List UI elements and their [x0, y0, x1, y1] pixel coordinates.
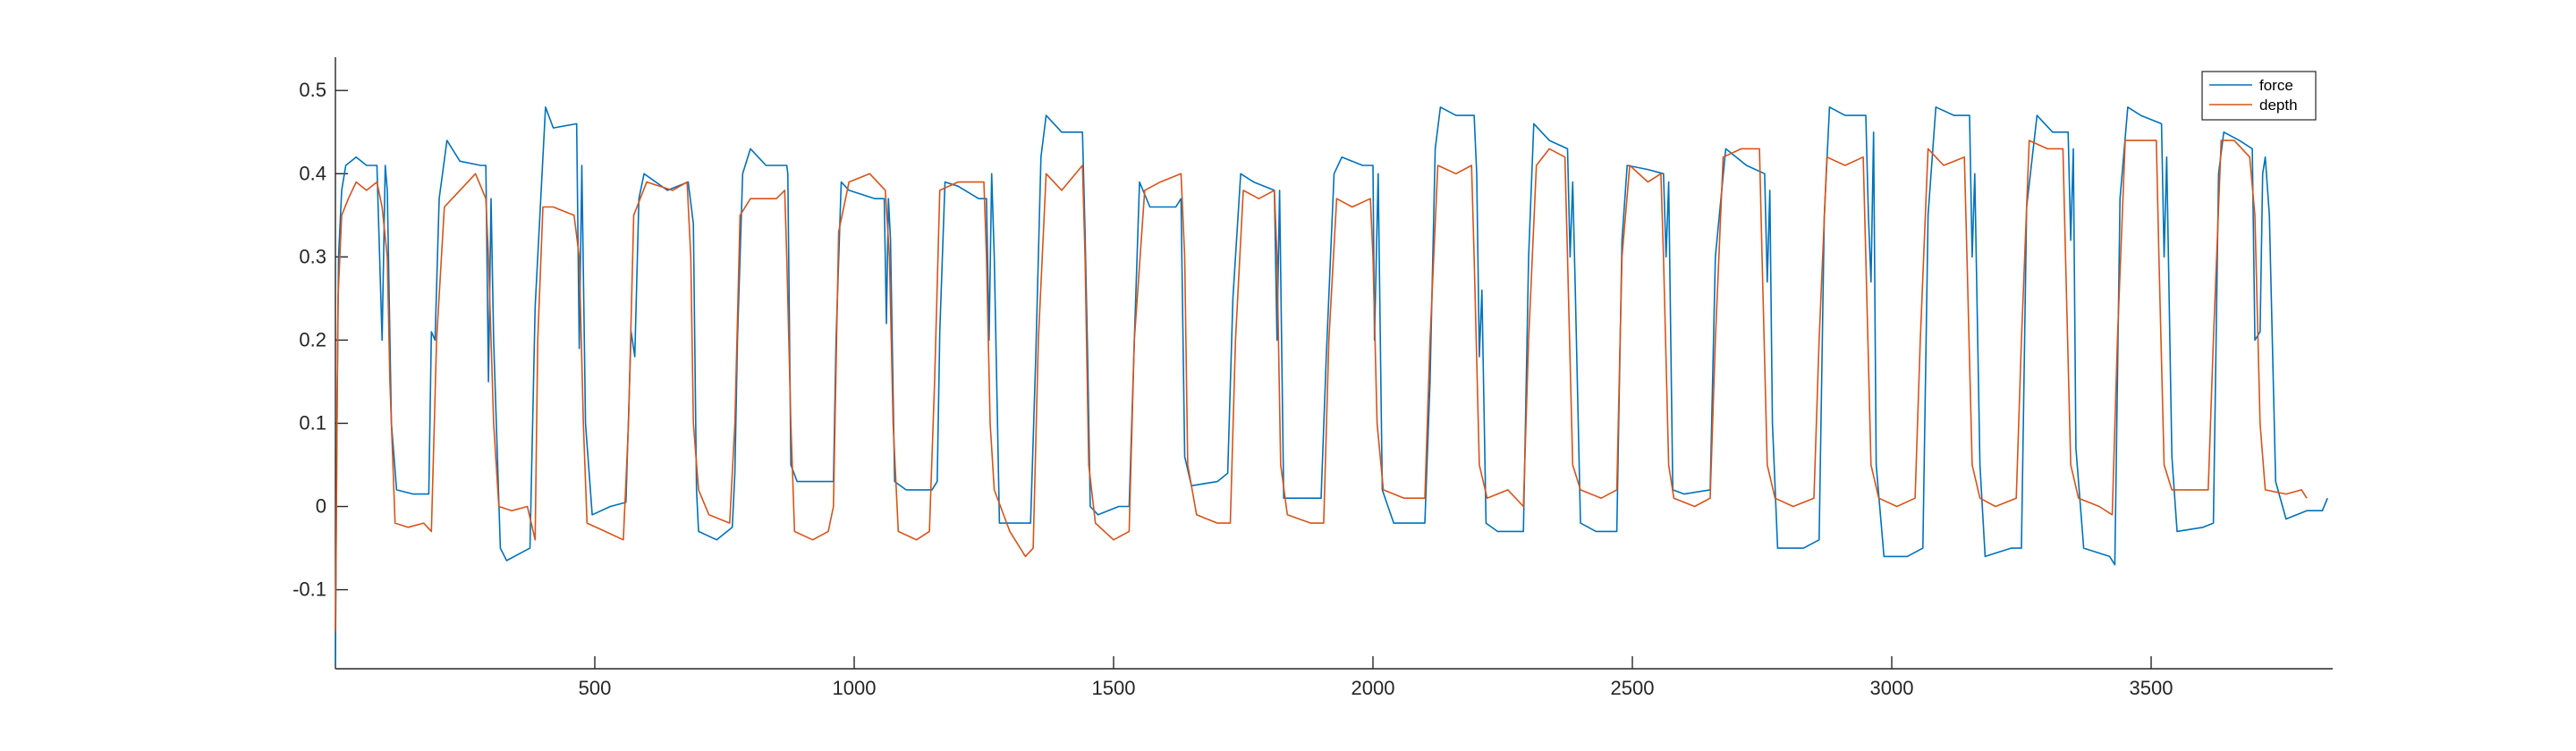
legend-label-force: force: [2259, 77, 2293, 94]
x-tick-label: 1500: [1092, 677, 1136, 699]
y-axis: -0.1 0 0.1 0.2 0.3 0.4 0.5: [292, 79, 348, 601]
series-line-depth: [335, 139, 2308, 632]
y-tick-label: 0.5: [299, 79, 326, 101]
y-tick-label: 0.2: [299, 328, 326, 350]
legend-label-depth: depth: [2259, 97, 2298, 114]
series-layer: [335, 106, 2328, 665]
x-axis: 500 1000 1500 2000 2500 3000 3500: [579, 656, 2174, 699]
x-tick-label: 3500: [2130, 677, 2174, 699]
series-line-force: [335, 106, 2328, 665]
y-tick-label: 0.3: [299, 245, 326, 267]
x-tick-label: 2000: [1352, 677, 1395, 699]
legend-box: [2201, 71, 2317, 121]
x-tick-label: 500: [579, 677, 612, 699]
legend[interactable]: force depth: [2201, 71, 2317, 121]
x-tick-label: 2500: [1611, 677, 1655, 699]
y-tick-label: 0.1: [299, 411, 326, 434]
x-tick-label: 3000: [1870, 677, 1914, 699]
y-tick-label: 0: [316, 495, 326, 518]
y-tick-label: 0.4: [299, 162, 326, 184]
x-tick-label: 1000: [833, 677, 877, 699]
y-tick-label: -0.1: [292, 578, 326, 601]
